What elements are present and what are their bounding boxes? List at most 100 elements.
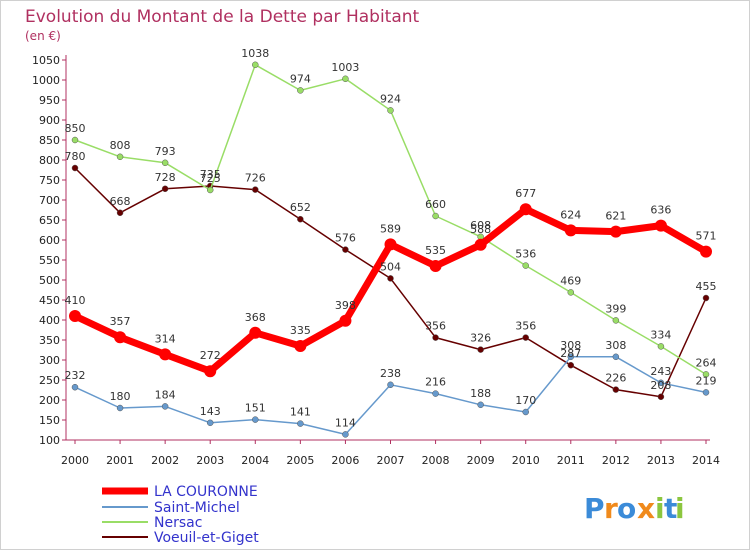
data-label-0: 636	[650, 204, 671, 217]
data-label-1: 243	[650, 365, 671, 378]
data-point-0	[294, 340, 307, 352]
data-label-3: 504	[380, 260, 401, 273]
y-tick-label: 700	[39, 194, 60, 207]
data-point-0	[204, 365, 217, 378]
data-point-1	[116, 404, 124, 412]
y-tick-label: 1000	[32, 74, 60, 87]
data-label-2: 974	[290, 72, 311, 85]
y-tick-label: 650	[39, 214, 60, 227]
legend-entry-label: Nersac	[154, 515, 202, 531]
data-label-1: 141	[290, 406, 311, 419]
y-tick-label: 500	[39, 274, 60, 287]
data-point-0	[519, 203, 532, 216]
data-label-1: 238	[380, 367, 401, 380]
y-tick-label: 750	[39, 174, 60, 187]
data-point-1	[702, 389, 710, 396]
data-label-2: 608	[470, 219, 491, 232]
y-tick-label: 300	[39, 354, 60, 367]
data-label-0: 410	[65, 294, 86, 307]
data-label-1: 308	[560, 339, 581, 352]
data-label-2: 808	[110, 139, 131, 152]
x-tick-label: 2012	[602, 454, 630, 467]
logo-letter: i	[655, 492, 665, 525]
legend-entry-label: Saint-Michel	[154, 500, 240, 516]
legend-entry-label: Voeuil-et-Giget	[154, 530, 259, 546]
data-point-2	[612, 317, 620, 324]
data-label-1: 216	[425, 376, 446, 389]
y-tick-label: 800	[39, 154, 60, 167]
x-tick-label: 2007	[377, 454, 405, 467]
y-tick-label: 850	[39, 134, 60, 147]
data-point-2	[702, 371, 710, 378]
series-lines	[69, 61, 712, 438]
data-point-1	[477, 401, 484, 409]
x-tick-label: 2006	[331, 454, 359, 467]
x-tick-label: 2005	[286, 454, 314, 467]
logo-letter: r	[604, 492, 618, 525]
data-label-2: 1003	[331, 61, 359, 74]
data-point-3	[387, 275, 394, 282]
x-tick-label: 2003	[196, 454, 224, 467]
data-point-1	[432, 390, 439, 397]
data-labels: 780 668 728 735 726 652 576 504 356 326 356 287 226 2…	[65, 47, 717, 430]
data-label-3: 576	[335, 232, 356, 245]
data-label-0: 535	[425, 244, 446, 257]
data-label-3: 780	[65, 150, 86, 163]
y-tick-label: 200	[39, 394, 60, 407]
data-label-0: 398	[335, 299, 356, 312]
y-tick-label: 150	[39, 414, 60, 427]
data-point-3	[657, 393, 665, 401]
data-point-1	[71, 383, 79, 391]
data-label-0: 335	[290, 324, 311, 337]
y-tick-label: 550	[39, 254, 60, 267]
y-tick-label: 250	[39, 374, 60, 387]
x-tick-label: 2008	[422, 454, 450, 467]
data-label-0: 314	[155, 332, 176, 345]
data-label-0: 357	[110, 315, 131, 328]
data-label-1: 170	[515, 394, 536, 407]
data-point-1	[297, 420, 304, 427]
series-line-3	[74, 167, 707, 398]
data-point-1	[342, 431, 349, 438]
data-point-0	[609, 225, 622, 238]
data-label-0: 589	[380, 222, 401, 235]
data-label-1: 188	[470, 387, 491, 400]
data-label-2: 469	[560, 274, 581, 287]
x-tick-label: 2011	[557, 454, 585, 467]
data-label-2: 924	[380, 92, 401, 105]
logo-letter: t	[664, 492, 677, 525]
data-point-0	[700, 245, 712, 258]
data-point-3	[612, 386, 620, 393]
chart-subtitle: (en €)	[25, 29, 61, 43]
y-tick-label: 350	[39, 334, 60, 347]
logo-letter: o	[617, 492, 636, 525]
data-point-2	[657, 343, 665, 350]
legend-entry-label: LA COURONNE	[154, 484, 258, 500]
data-label-1: 180	[110, 390, 131, 403]
data-point-0	[429, 260, 442, 272]
y-tick-label: 100	[39, 434, 60, 447]
data-point-3	[522, 334, 529, 341]
data-point-0	[564, 224, 577, 237]
data-point-1	[161, 403, 169, 410]
data-point-1	[657, 379, 665, 387]
data-point-3	[702, 294, 710, 302]
data-point-2	[522, 262, 529, 269]
data-point-3	[252, 186, 259, 193]
data-label-0: 368	[245, 311, 266, 324]
data-point-2	[432, 212, 439, 220]
data-label-3: 356	[425, 320, 446, 333]
data-point-3	[477, 346, 484, 353]
logo-letter: P	[584, 492, 605, 525]
data-point-0	[159, 348, 172, 361]
y-tick-label: 950	[39, 94, 60, 107]
data-label-0: 624	[560, 208, 581, 221]
data-point-2	[387, 107, 394, 114]
data-point-0	[69, 310, 81, 322]
chart-title: Evolution du Montant de la Dette par Hab…	[25, 7, 420, 27]
data-label-2: 264	[696, 356, 717, 369]
y-tick-label: 1050	[32, 54, 60, 67]
data-label-2: 1038	[241, 47, 269, 60]
